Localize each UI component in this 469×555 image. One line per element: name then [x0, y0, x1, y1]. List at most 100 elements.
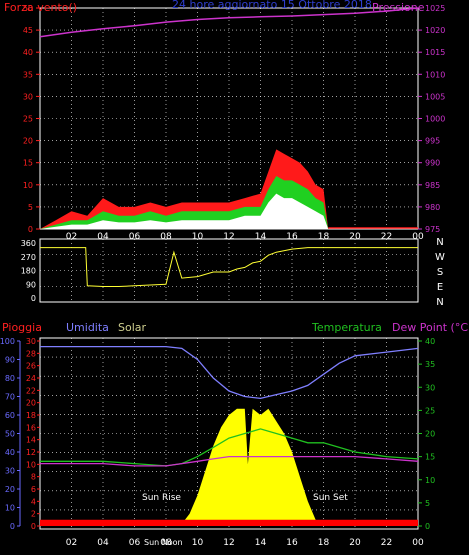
y-tick-label: 25	[425, 406, 435, 415]
y-tick-label: 60	[5, 411, 15, 420]
panel2-series	[40, 247, 418, 287]
y-tick-label: 10	[425, 476, 435, 485]
y-tick-label: 28	[26, 349, 36, 358]
x-tick-label: 14	[255, 232, 267, 242]
y-tick-label: 50	[23, 4, 33, 13]
y-tick-label: 22	[26, 386, 36, 395]
compass-label: S	[437, 267, 443, 278]
y-tick-label: 1005	[425, 92, 445, 101]
y-tick-label: 0	[31, 294, 36, 303]
y-tick-label: 5	[425, 499, 430, 508]
wind-axis-label: Forza vento()	[4, 1, 77, 14]
y-tick-label: 40	[425, 337, 435, 346]
y-tick-label: 990	[425, 159, 440, 168]
y-tick-label: 0	[28, 225, 33, 234]
x-tick-label: 08	[160, 538, 172, 548]
y-tick-label: 30	[23, 92, 33, 101]
sun-set-annotation: Sun Set	[313, 493, 348, 503]
y-tick-label: 80	[5, 374, 15, 383]
y-tick-label: 10	[26, 460, 36, 469]
wind-average-area	[40, 193, 418, 229]
y-tick-label: 70	[5, 393, 15, 402]
y-tick-label: 25	[23, 115, 33, 124]
y-tick-label: 15	[425, 453, 435, 462]
y-tick-label: 16	[26, 423, 36, 432]
x-tick-label: 10	[192, 232, 204, 242]
y-tick-label: 20	[425, 430, 435, 439]
panel1-series	[39, 7, 419, 229]
x-tick-label: 20	[349, 232, 361, 242]
y-tick-label: 20	[26, 399, 36, 408]
dewpoint-label: Dew Point (°C)	[392, 321, 469, 334]
panel2-grid	[40, 239, 419, 302]
humidity-label: Umidita	[66, 321, 109, 334]
x-tick-label: 18	[318, 538, 330, 548]
y-tick-label: 0	[10, 522, 15, 531]
y-tick-label: 12	[26, 448, 36, 457]
panel2-left-axis: 0 90 180 270 360	[21, 239, 36, 303]
chart-title: 24 hore aggiornato 15 Ottobre 2018	[172, 0, 372, 11]
y-tick-label: 360	[21, 239, 36, 248]
y-tick-label: 18	[26, 411, 36, 420]
y-tick-label: 995	[425, 137, 440, 146]
compass-label: E	[437, 282, 443, 293]
dewpoint-line	[40, 455, 419, 467]
x-tick-label: 12	[223, 538, 234, 548]
x-tick-label: 02	[66, 232, 77, 242]
y-tick-label: 2	[31, 510, 36, 519]
y-tick-label: 1025	[425, 4, 445, 13]
x-tick-label: 20	[349, 538, 361, 548]
solar-label: Solar	[118, 321, 147, 334]
sun-rise-annotation: Sun Rise	[142, 493, 181, 503]
y-tick-label: 14	[26, 436, 36, 445]
rain-area	[40, 519, 418, 526]
x-tick-label: 22	[381, 232, 392, 242]
y-tick-label: 30	[26, 337, 36, 346]
y-tick-label: 980	[425, 203, 440, 212]
y-tick-label: 45	[23, 26, 33, 35]
rain-label: Pioggia	[2, 321, 42, 334]
y-tick-label: 35	[425, 360, 435, 369]
y-tick-label: 100	[0, 337, 15, 346]
humidity-line	[40, 345, 419, 400]
pressure-axis-label: Pressione	[372, 1, 425, 14]
x-tick-label: 04	[97, 538, 109, 548]
panel1-x-axis: 02 04 06 08 10 12 14 16 18 20 22 00	[66, 232, 424, 242]
y-tick-label: 4	[31, 497, 36, 506]
y-tick-label: 10	[23, 181, 33, 190]
temperature-label: Temperatura	[311, 321, 382, 334]
y-tick-label: 1000	[425, 115, 445, 124]
y-tick-label: 8	[31, 473, 36, 482]
x-tick-label: 10	[192, 538, 204, 548]
x-tick-label: 14	[255, 538, 267, 548]
y-tick-label: 90	[5, 356, 15, 365]
y-tick-label: 30	[5, 467, 15, 476]
y-tick-label: 26	[26, 362, 36, 371]
panel1-right-axis: 975 980 985 990 995 1000 1005 1010 1015 1020 1025	[418, 4, 445, 234]
y-tick-label: 6	[31, 485, 36, 494]
y-tick-label: 35	[23, 70, 33, 79]
y-tick-label: 20	[23, 137, 33, 146]
x-tick-label: 04	[97, 232, 109, 242]
y-tick-label: 975	[425, 225, 440, 234]
y-tick-label: 24	[26, 374, 36, 383]
panel3-x-axis: 02 04 06 08 10 12 14 16 18 20 22 00	[66, 538, 424, 548]
y-tick-label: 180	[21, 267, 36, 276]
solar-area	[180, 408, 322, 526]
y-tick-label: 1015	[425, 48, 445, 57]
x-tick-label: 08	[160, 232, 172, 242]
compass-label: N	[436, 297, 443, 308]
y-tick-label: 40	[5, 448, 15, 457]
x-tick-label: 16	[286, 232, 298, 242]
y-tick-label: 0	[31, 522, 36, 531]
panel3-series	[40, 345, 419, 526]
y-tick-label: 270	[21, 253, 36, 262]
y-tick-label: 10	[5, 504, 15, 513]
y-tick-label: 40	[23, 48, 33, 57]
x-tick-label: 06	[129, 538, 141, 548]
